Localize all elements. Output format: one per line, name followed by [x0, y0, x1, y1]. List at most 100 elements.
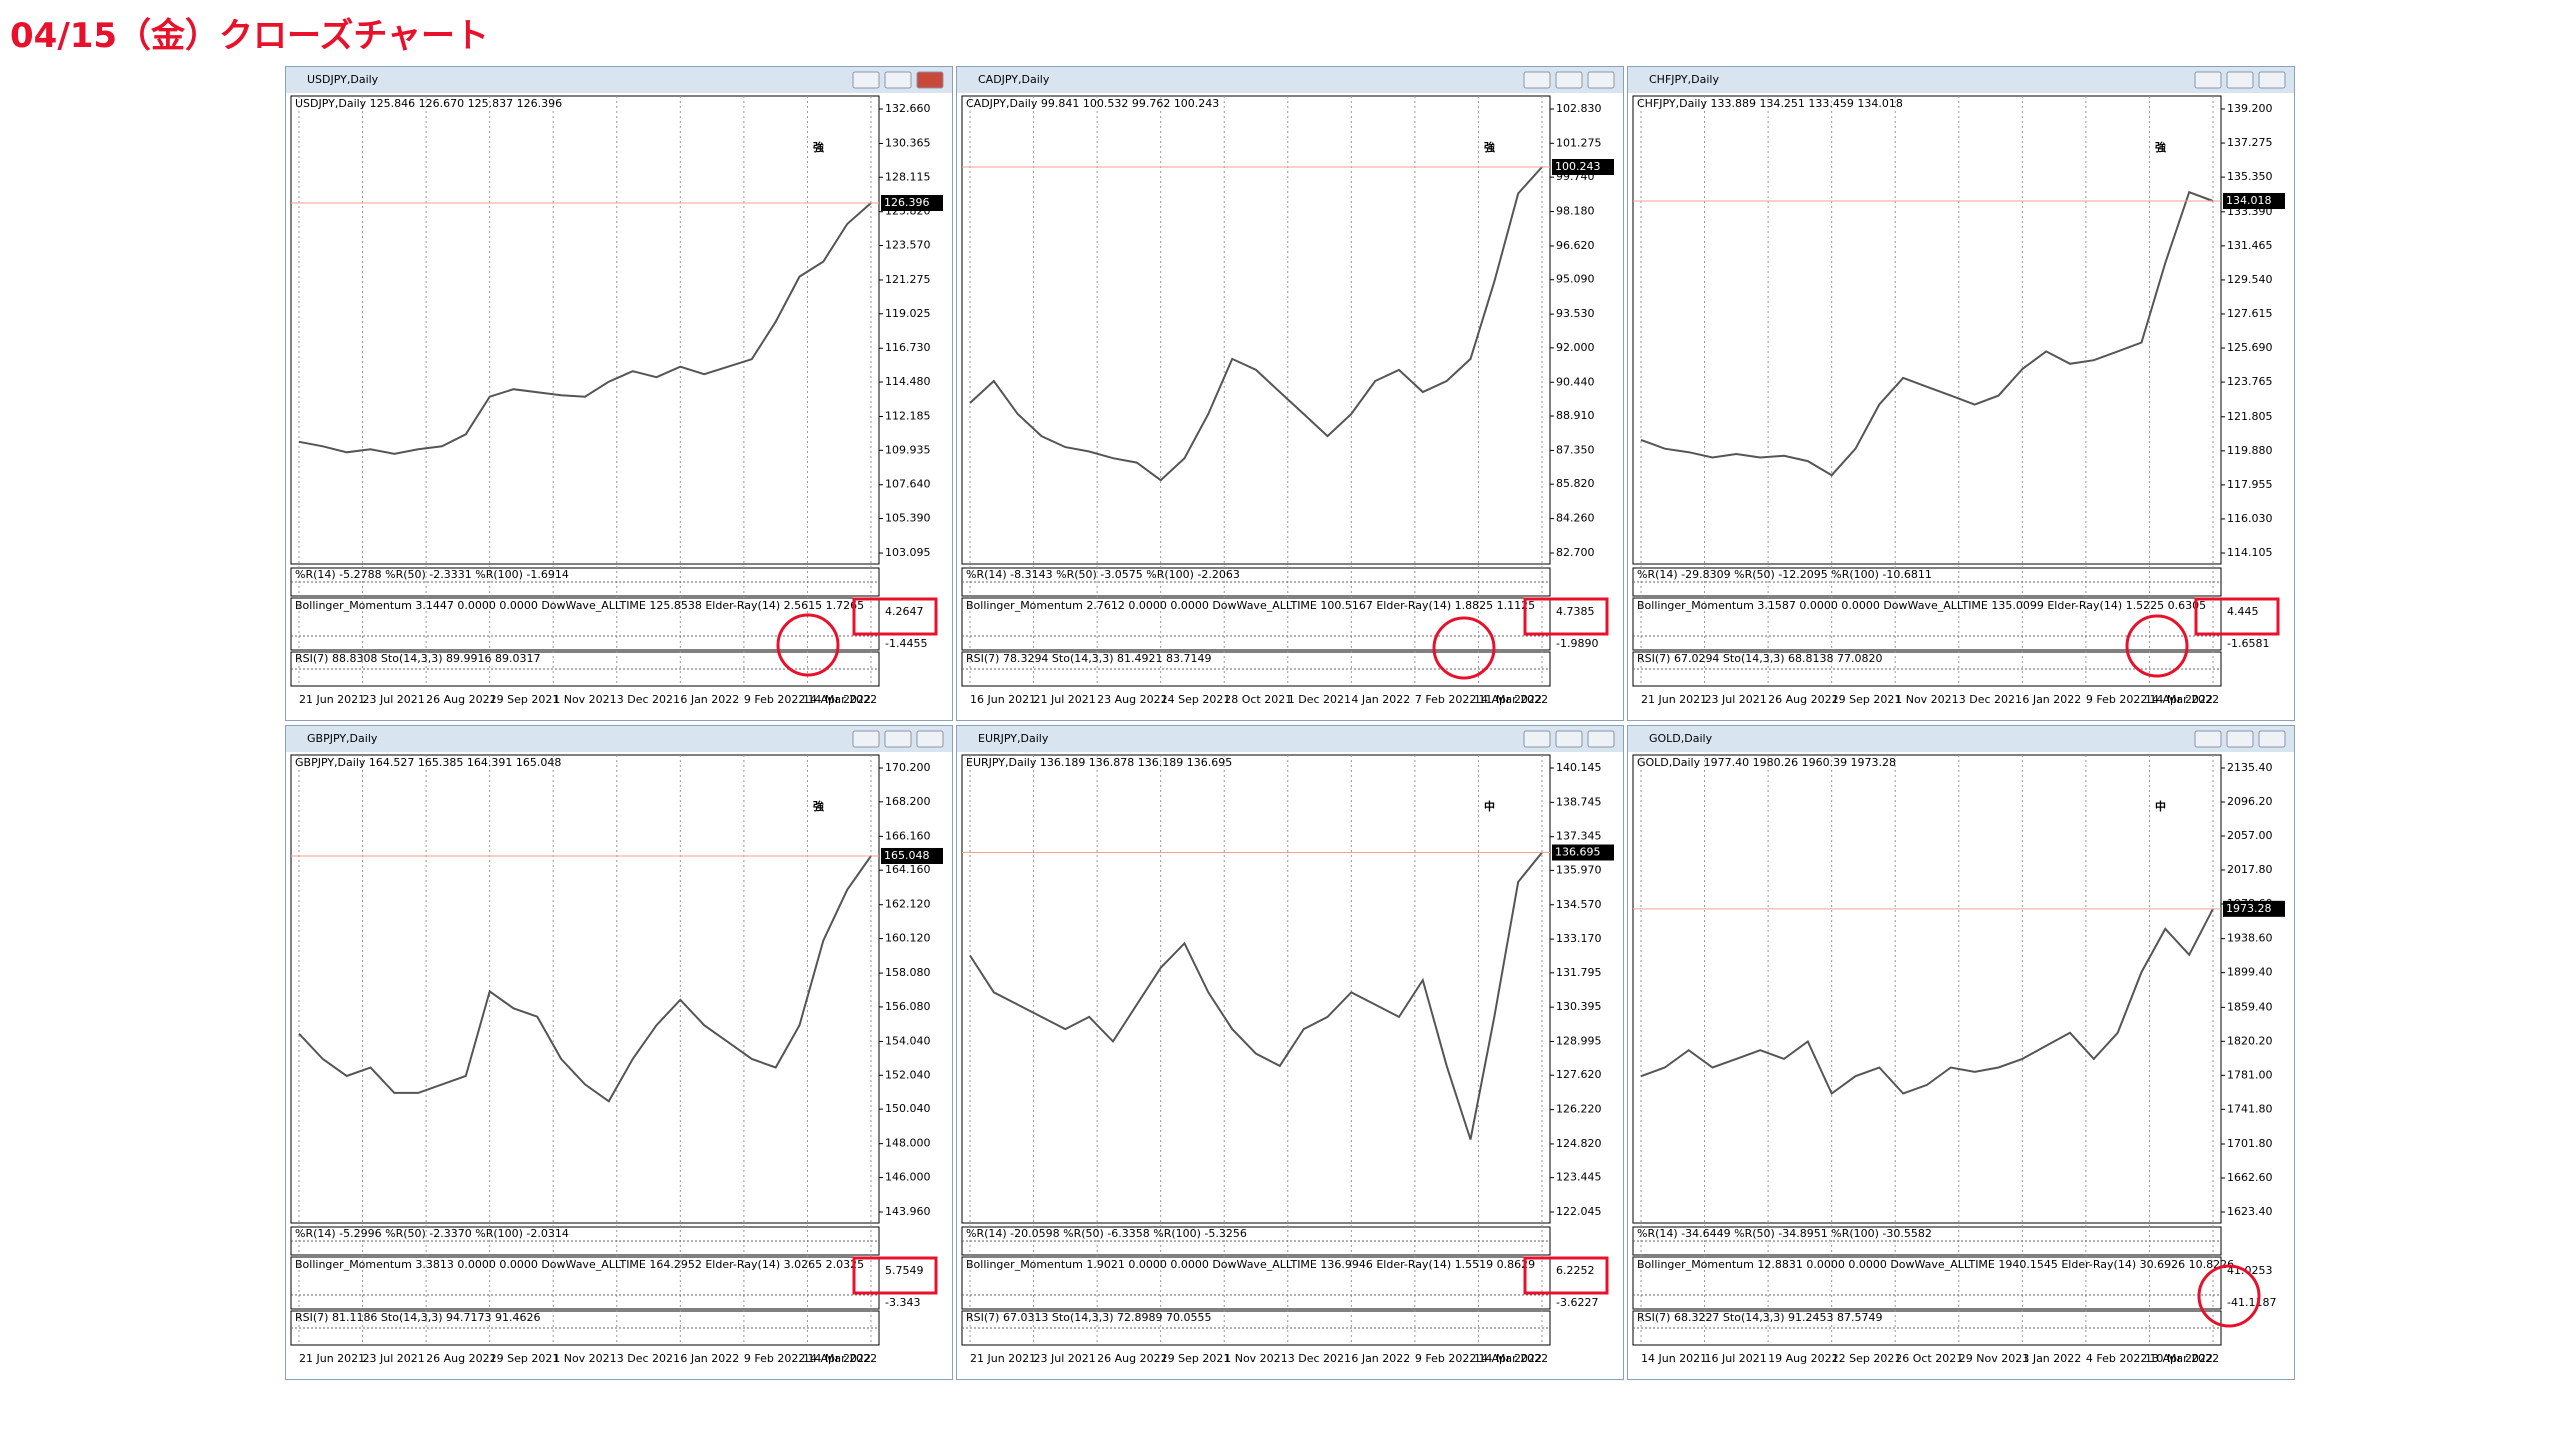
price-label: 87.350 [1556, 443, 1595, 456]
price-label: 2135.40 [2227, 761, 2273, 774]
price-label: 90.440 [1556, 375, 1595, 388]
momentum-low: -3.343 [885, 1296, 920, 1309]
date-label: 14 Apr 2022 [1474, 1352, 1542, 1365]
annotation-box [1523, 597, 1609, 636]
window-button-max[interactable] [1555, 730, 1583, 748]
price-label: 132.660 [885, 102, 931, 115]
symbol-info: GOLD,Daily 1977.40 1980.26 1960.39 1973.… [1637, 756, 1896, 769]
date-label: 16 Jul 2021 [1705, 1352, 1767, 1365]
price-label: 123.765 [2227, 375, 2273, 388]
price-label: 124.820 [1556, 1137, 1602, 1150]
price-label: 130.365 [885, 136, 931, 149]
price-tag [881, 847, 943, 864]
price-line [969, 166, 1543, 482]
date-label: 9 Feb 2022 [2086, 693, 2147, 706]
panel [961, 1256, 1551, 1310]
price-label: 101.275 [1556, 136, 1602, 149]
momentum-label: Bollinger_Momentum 3.1587 0.0000 0.0000 … [1637, 599, 2206, 612]
symbol-info: USDJPY,Daily 125.846 126.670 125.837 126… [295, 97, 562, 110]
momentum-high: 5.7549 [885, 1264, 924, 1277]
title-bar [286, 67, 952, 93]
date-label: 23 Jul 2021 [1034, 1352, 1096, 1365]
title-bar [957, 726, 1623, 752]
price-line [298, 202, 872, 455]
momentum-low: -41.1187 [2227, 1296, 2276, 1309]
wpr-label: %R(14) -5.2996 %R(50) -2.3370 %R(100) -2… [295, 1227, 569, 1240]
price-label: 158.080 [885, 966, 931, 979]
window-button-min[interactable] [1523, 71, 1551, 89]
window-button-max[interactable] [1555, 71, 1583, 89]
date-label: 23 Aug 2021 [1097, 693, 1167, 706]
date-label: 1 Nov 2021 [1224, 1352, 1287, 1365]
price-label: 1899.40 [2227, 966, 2273, 979]
price-label: 1662.60 [2227, 1171, 2273, 1184]
price-label: 139.200 [2227, 102, 2273, 115]
window-button-max[interactable] [884, 730, 912, 748]
window-button-max[interactable] [884, 71, 912, 89]
annotation-circle [2197, 1264, 2261, 1328]
window-button-min[interactable] [852, 71, 880, 89]
price-label: 1820.20 [2227, 1034, 2273, 1047]
momentum-high: 4.445 [2227, 605, 2259, 618]
price-tag-label: 136.695 [1555, 846, 1601, 859]
price-label: 164.160 [885, 863, 931, 876]
price-label: 127.620 [1556, 1068, 1602, 1081]
window-button-min[interactable] [2194, 71, 2222, 89]
annotation-circle [1432, 616, 1496, 680]
window-button-min[interactable] [1523, 730, 1551, 748]
price-label: 1938.60 [2227, 932, 2273, 945]
rsi-label: RSI(7) 78.3294 Sto(14,3,3) 81.4921 83.71… [966, 652, 1212, 665]
window-button-min[interactable] [852, 730, 880, 748]
panel [961, 754, 1551, 1224]
rsi-label: RSI(7) 67.0313 Sto(14,3,3) 72.8989 70.05… [966, 1311, 1212, 1324]
price-label: 131.795 [1556, 966, 1602, 979]
window-button-max[interactable] [2226, 71, 2254, 89]
price-label: 137.275 [2227, 136, 2273, 149]
window-button-max[interactable] [2226, 730, 2254, 748]
price-label: 123.570 [885, 239, 931, 252]
price-tag-label: 165.048 [884, 849, 930, 862]
price-label: 140.145 [1556, 761, 1602, 774]
date-label: 21 Jun 2021 [299, 693, 365, 706]
window-button-close[interactable] [1587, 71, 1615, 89]
panel [961, 95, 1551, 565]
panel [1632, 95, 2222, 565]
window-title: GOLD,Daily [1649, 732, 1713, 745]
date-label: 4 Feb 2022 [2086, 1352, 2147, 1365]
price-label: 117.955 [2227, 478, 2273, 491]
window-button-min[interactable] [2194, 730, 2222, 748]
momentum-high: 6.2252 [1556, 1264, 1595, 1277]
momentum-low: -1.9890 [1556, 637, 1598, 650]
panel [290, 95, 880, 565]
price-label: 128.115 [885, 170, 931, 183]
window-button-close[interactable] [1587, 730, 1615, 748]
strength: 強 [813, 140, 824, 154]
title-bar [286, 726, 952, 752]
price-tag [1552, 844, 1614, 861]
date-label: 21 Jun 2021 [1641, 693, 1707, 706]
date-label: 1 Dec 2021 [1288, 693, 1351, 706]
price-label: 116.730 [885, 341, 931, 354]
date-label: 23 Jul 2021 [363, 1352, 425, 1365]
panel [1632, 1256, 2222, 1310]
price-label: 133.170 [1556, 932, 1602, 945]
date-label: 4 Jan 2022 [1351, 693, 1410, 706]
date-label: 26 Aug 2021 [1097, 1352, 1167, 1365]
window-button-close[interactable] [2258, 730, 2286, 748]
window-button-close[interactable] [916, 730, 944, 748]
momentum-label: Bollinger_Momentum 3.1447 0.0000 0.0000 … [295, 599, 864, 612]
annotation-box [852, 597, 938, 636]
price-label: 85.820 [1556, 477, 1595, 490]
price-label: 162.120 [885, 898, 931, 911]
price-label: 102.830 [1556, 102, 1602, 115]
window-button-close[interactable] [916, 71, 944, 89]
price-label: 93.530 [1556, 307, 1595, 320]
rsi-label: RSI(7) 68.3227 Sto(14,3,3) 91.2453 87.57… [1637, 1311, 1883, 1324]
window-button-close[interactable] [2258, 71, 2286, 89]
